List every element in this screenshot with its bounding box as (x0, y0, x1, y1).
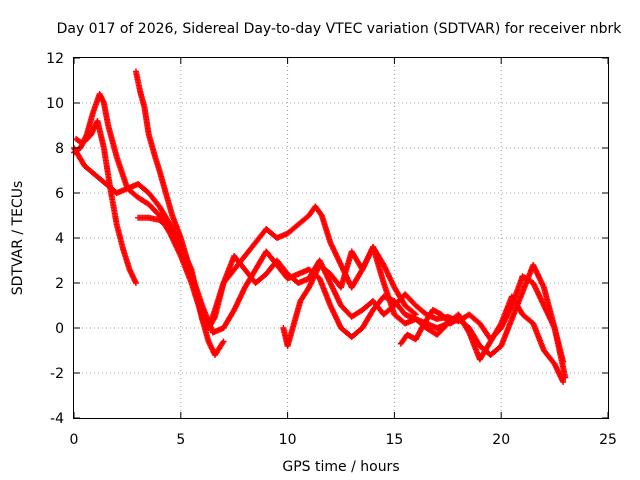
series-track-5 (135, 214, 227, 358)
series-track-7 (397, 307, 462, 347)
x-tick-label: 5 (176, 432, 185, 448)
y-tick-label: 0 (55, 321, 64, 337)
plot-frame (73, 57, 609, 419)
y-tick-label: 4 (55, 231, 64, 247)
y-tick-label: 2 (55, 276, 64, 292)
series-track-1 (71, 91, 567, 365)
y-tick-label: 8 (55, 141, 64, 157)
series-track-4 (73, 118, 139, 286)
y-axis-label: SDTVAR / TECUs (10, 181, 26, 296)
x-axis-label: GPS time / hours (282, 459, 399, 475)
y-tick-label: 10 (46, 96, 64, 112)
series-track-6 (280, 244, 567, 385)
y-tick-label: -2 (50, 366, 64, 382)
y-tick-label: -4 (50, 411, 64, 427)
data-point (411, 310, 418, 317)
y-tick-label: 12 (46, 51, 64, 67)
data-point (220, 338, 227, 345)
x-tick-label: 10 (279, 432, 297, 448)
grid (74, 58, 608, 418)
data-series (71, 68, 569, 385)
y-tick-label: 6 (55, 186, 64, 202)
x-tick-label: 25 (599, 432, 617, 448)
data-point (455, 316, 462, 322)
data-point (132, 280, 139, 286)
series-track-3 (132, 68, 419, 331)
data-point (560, 379, 567, 385)
x-tick-label: 15 (385, 432, 403, 448)
x-tick-label: 0 (70, 432, 79, 448)
chart-title: Day 017 of 2026, Sidereal Day-to-day VTE… (57, 21, 623, 37)
axes: 0 5 10 15 20 25 -4 -2 0 2 4 6 8 10 12 (46, 51, 617, 448)
x-tick-label: 20 (492, 432, 510, 448)
